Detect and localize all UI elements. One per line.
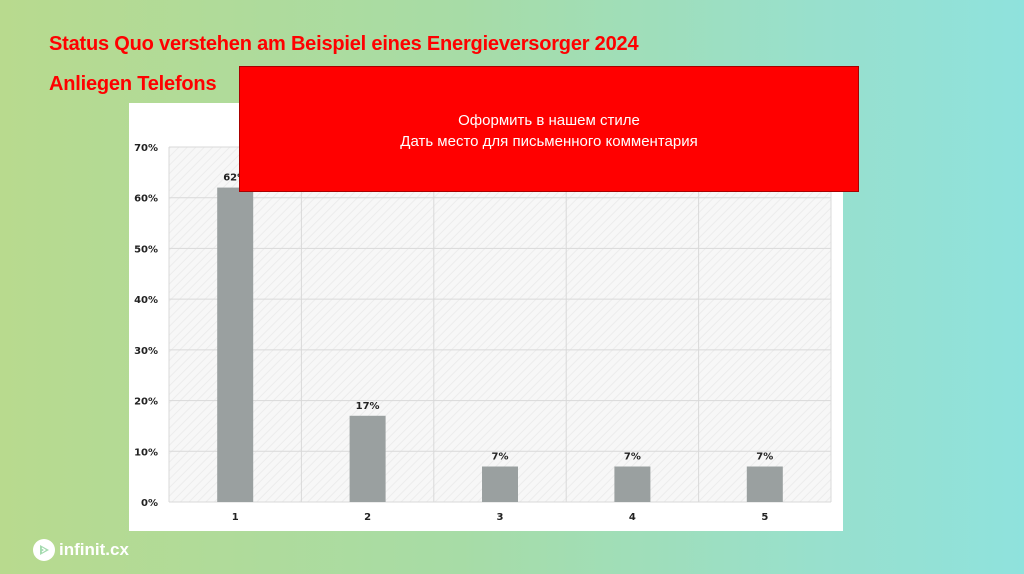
bar-1 <box>217 187 254 503</box>
y-tick-label: 70% <box>134 143 158 154</box>
x-tick-label: 2 <box>364 512 371 523</box>
page-title: Status Quo verstehen am Beispiel eines E… <box>49 33 639 55</box>
data-label: 7% <box>492 452 509 463</box>
data-label: 17% <box>356 401 380 412</box>
y-tick-label: 40% <box>134 295 158 306</box>
logo-play-icon <box>33 539 55 561</box>
plot-area <box>169 147 831 502</box>
overlay-line-1: Оформить в нашем стиле <box>458 112 640 129</box>
x-tick-label: 3 <box>497 512 504 523</box>
y-tick-label: 0% <box>141 498 158 509</box>
bar-5 <box>746 466 783 502</box>
bar-2 <box>349 415 386 502</box>
x-tick-label: 1 <box>232 512 239 523</box>
bar-3 <box>482 466 518 502</box>
page-subtitle: Anliegen Telefons <box>49 73 217 95</box>
brand-logo[interactable]: infinit.cx <box>33 539 129 561</box>
y-tick-label: 30% <box>134 346 158 357</box>
data-label: 7% <box>756 452 773 463</box>
x-tick-label: 5 <box>761 512 768 523</box>
bar-4 <box>614 466 651 502</box>
data-label: 62% <box>223 173 247 184</box>
data-label: 7% <box>624 452 641 463</box>
overlay-line-2: Дать место для письменного комментария <box>400 133 698 150</box>
logo-text: infinit.cx <box>59 540 129 559</box>
y-tick-label: 50% <box>134 244 158 255</box>
comment-overlay: Оформить в нашем стиле Дать место для пи… <box>239 66 859 192</box>
y-tick-label: 60% <box>134 194 158 205</box>
y-tick-label: 20% <box>134 397 158 408</box>
bar-chart: 0% 10% 20% 30% 40% 50% 60% 70% 62% 1 17% 2 7% 3 7% 4 7% 5 <box>134 143 832 523</box>
x-tick-label: 4 <box>629 512 636 523</box>
y-tick-label: 10% <box>134 447 158 458</box>
